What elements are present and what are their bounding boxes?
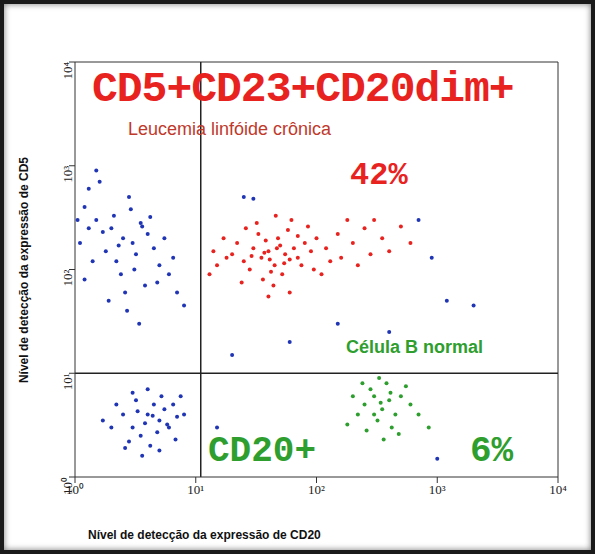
html-text:CD20+: CD20+ bbox=[208, 431, 316, 472]
svg-text:10³: 10³ bbox=[60, 166, 75, 183]
html-text:Leucemia linfóide crônica: Leucemia linfóide crônica bbox=[128, 119, 332, 139]
html-text:Nível de detecção da expressão: Nível de detecção da expressão de CD20 bbox=[88, 528, 321, 542]
html-text:CD5+CD23+CD20dim+: CD5+CD23+CD20dim+ bbox=[92, 65, 514, 114]
svg-text:10⁴: 10⁴ bbox=[549, 482, 567, 497]
html-text:Célula B normal: Célula B normal bbox=[346, 337, 483, 357]
svg-text:10²: 10² bbox=[308, 482, 325, 497]
svg-text:10³: 10³ bbox=[429, 482, 446, 497]
html-text:42%: 42% bbox=[350, 157, 408, 194]
svg-text:10⁰: 10⁰ bbox=[60, 477, 75, 495]
svg-text:10¹: 10¹ bbox=[60, 373, 75, 390]
html-text:6%: 6% bbox=[470, 431, 514, 472]
svg-text:10⁴: 10⁴ bbox=[60, 62, 75, 80]
html-text:Nível de detecção da expressão: Nível de detecção da expressão de CD5 bbox=[17, 156, 31, 384]
svg-text:10²: 10² bbox=[60, 269, 75, 286]
svg-text:10¹: 10¹ bbox=[187, 482, 204, 497]
